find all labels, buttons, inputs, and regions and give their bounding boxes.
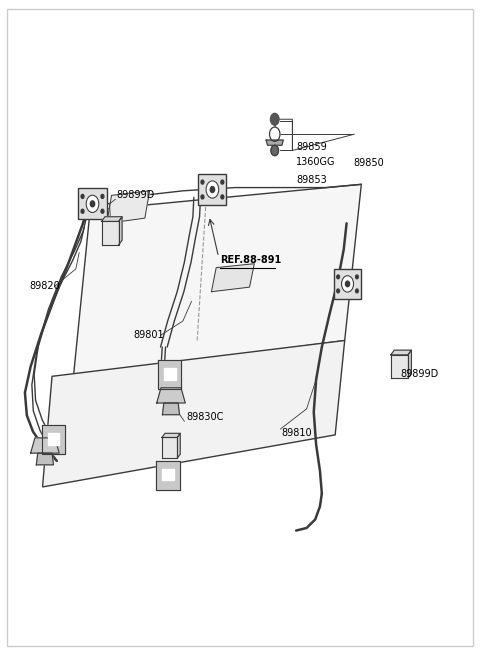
- Circle shape: [90, 201, 95, 207]
- Polygon shape: [164, 368, 176, 379]
- Circle shape: [270, 113, 279, 125]
- Circle shape: [221, 195, 224, 199]
- Circle shape: [269, 127, 280, 141]
- Polygon shape: [107, 191, 150, 223]
- Circle shape: [210, 187, 215, 193]
- Polygon shape: [31, 438, 59, 453]
- Circle shape: [81, 195, 84, 198]
- Circle shape: [86, 195, 99, 212]
- Text: REF.88-891: REF.88-891: [220, 255, 281, 265]
- Polygon shape: [162, 469, 174, 481]
- Text: 89859: 89859: [296, 141, 327, 151]
- Polygon shape: [266, 140, 283, 145]
- Polygon shape: [162, 403, 180, 415]
- FancyBboxPatch shape: [198, 174, 227, 205]
- PathPatch shape: [43, 341, 345, 487]
- Circle shape: [221, 180, 224, 184]
- Polygon shape: [162, 438, 177, 458]
- Circle shape: [356, 289, 359, 293]
- Text: 89850: 89850: [353, 158, 384, 168]
- Polygon shape: [102, 217, 122, 221]
- Circle shape: [337, 275, 339, 279]
- Text: 89899D: 89899D: [401, 369, 439, 379]
- Polygon shape: [42, 425, 65, 455]
- FancyBboxPatch shape: [78, 188, 107, 219]
- Circle shape: [101, 210, 104, 214]
- Polygon shape: [408, 350, 411, 379]
- PathPatch shape: [73, 184, 361, 377]
- Text: 89899D: 89899D: [116, 191, 155, 200]
- Circle shape: [346, 281, 349, 287]
- Polygon shape: [157, 388, 185, 403]
- Circle shape: [201, 180, 204, 184]
- Circle shape: [201, 195, 204, 199]
- Polygon shape: [102, 221, 119, 245]
- Polygon shape: [156, 461, 180, 490]
- Circle shape: [337, 289, 339, 293]
- Circle shape: [101, 195, 104, 198]
- Text: 89830C: 89830C: [186, 412, 224, 422]
- Polygon shape: [36, 453, 53, 465]
- Circle shape: [356, 275, 359, 279]
- Polygon shape: [391, 350, 411, 355]
- Circle shape: [81, 210, 84, 214]
- Polygon shape: [391, 355, 408, 379]
- Polygon shape: [48, 433, 60, 445]
- Polygon shape: [212, 264, 254, 291]
- Polygon shape: [119, 217, 122, 245]
- Polygon shape: [177, 434, 180, 458]
- Circle shape: [271, 145, 278, 156]
- Circle shape: [206, 181, 219, 198]
- Text: 89853: 89853: [296, 175, 327, 185]
- Polygon shape: [162, 434, 180, 438]
- Text: 89820: 89820: [30, 282, 60, 291]
- Polygon shape: [158, 360, 181, 389]
- FancyBboxPatch shape: [334, 269, 361, 299]
- Text: 1360GG: 1360GG: [296, 157, 336, 166]
- Circle shape: [342, 276, 354, 292]
- Text: 89810: 89810: [282, 428, 312, 438]
- Text: 89801: 89801: [133, 330, 164, 341]
